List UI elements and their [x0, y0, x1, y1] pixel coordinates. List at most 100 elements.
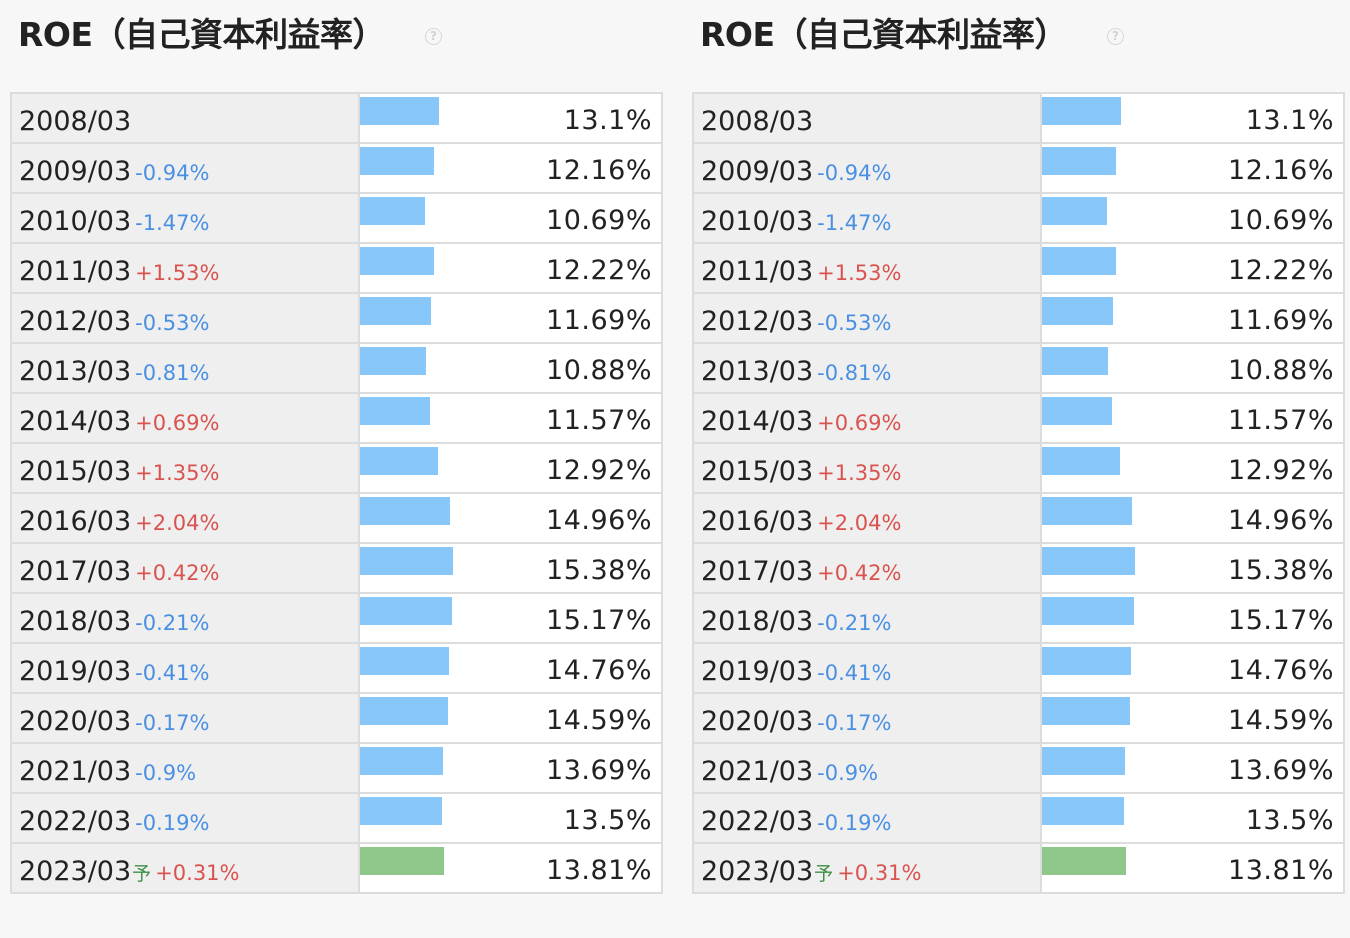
- roe-bar: [1042, 247, 1116, 275]
- fiscal-period: 2018/03: [19, 605, 132, 637]
- yoy-change: -0.9%: [817, 760, 879, 785]
- bar-cell: [359, 443, 471, 494]
- yoy-change: +0.31%: [837, 860, 922, 885]
- roe-bar-forecast: [1042, 847, 1126, 875]
- fiscal-period: 2019/03: [701, 655, 814, 687]
- roe-value: 12.16%: [471, 143, 662, 194]
- table-row: 2023/03予 +0.31% 13.81%: [11, 843, 662, 894]
- table-row: 2010/03 -1.47% 10.69%: [11, 193, 662, 244]
- table-row: 2018/03 -0.21% 15.17%: [11, 593, 662, 644]
- roe-value: 13.69%: [1153, 743, 1344, 794]
- period-cell: 2021/03 -0.9%: [11, 743, 360, 794]
- roe-panel-left: ROE（自己資本利益率） ? 2008/03 13.1% 2009/03 -0.94%…: [0, 0, 663, 938]
- period-cell: 2020/03 -0.17%: [693, 693, 1042, 744]
- period-cell: 2015/03 +1.35%: [11, 443, 360, 494]
- period-cell: 2010/03 -1.47%: [11, 193, 360, 244]
- roe-value: 15.17%: [1153, 593, 1344, 644]
- table-row: 2021/03 -0.9% 13.69%: [693, 743, 1344, 794]
- bar-cell: [1041, 243, 1153, 294]
- table-row: 2020/03 -0.17% 14.59%: [11, 693, 662, 744]
- yoy-change: -0.17%: [135, 710, 210, 735]
- roe-value: 14.76%: [471, 643, 662, 694]
- bar-cell: [359, 393, 471, 444]
- bar-cell: [1041, 293, 1153, 344]
- fiscal-period: 2023/03: [701, 855, 814, 887]
- bar-cell: [359, 293, 471, 344]
- period-cell: 2009/03 -0.94%: [693, 143, 1042, 194]
- bar-cell: [359, 193, 471, 244]
- fiscal-period: 2008/03: [701, 105, 814, 137]
- period-cell: 2018/03 -0.21%: [693, 593, 1042, 644]
- bar-cell: [359, 843, 471, 894]
- period-cell: 2019/03 -0.41%: [11, 643, 360, 694]
- roe-value: 14.96%: [1153, 493, 1344, 544]
- period-cell: 2010/03 -1.47%: [693, 193, 1042, 244]
- roe-bar: [1042, 197, 1107, 225]
- period-cell: 2014/03 +0.69%: [11, 393, 360, 444]
- fiscal-period: 2011/03: [701, 255, 814, 287]
- bar-cell: [1041, 343, 1153, 394]
- roe-value: 13.5%: [471, 793, 662, 844]
- table-row: 2020/03 -0.17% 14.59%: [693, 693, 1344, 744]
- table-row: 2015/03 +1.35% 12.92%: [11, 443, 662, 494]
- fiscal-period: 2021/03: [701, 755, 814, 787]
- forecast-mark: 予: [814, 862, 834, 885]
- fiscal-period: 2012/03: [19, 305, 132, 337]
- yoy-change: -0.21%: [817, 610, 892, 635]
- roe-value: 11.57%: [471, 393, 662, 444]
- roe-bar: [360, 647, 449, 675]
- period-cell: 2019/03 -0.41%: [693, 643, 1042, 694]
- fiscal-period: 2017/03: [19, 555, 132, 587]
- period-cell: 2008/03: [693, 93, 1042, 144]
- roe-value: 13.5%: [1153, 793, 1344, 844]
- yoy-change: -0.94%: [135, 160, 210, 185]
- roe-value: 13.69%: [471, 743, 662, 794]
- table-row: 2018/03 -0.21% 15.17%: [693, 593, 1344, 644]
- table-row: 2022/03 -0.19% 13.5%: [693, 793, 1344, 844]
- roe-value: 13.81%: [1153, 843, 1344, 894]
- fiscal-period: 2014/03: [701, 405, 814, 437]
- period-cell: 2011/03 +1.53%: [693, 243, 1042, 294]
- period-cell: 2008/03: [11, 93, 360, 144]
- roe-value: 10.88%: [1153, 343, 1344, 394]
- roe-bar: [360, 347, 426, 375]
- question-circle-icon[interactable]: ?: [1107, 27, 1125, 45]
- fiscal-period: 2014/03: [19, 405, 132, 437]
- panel-title: ROE（自己資本利益率） ?: [18, 10, 443, 54]
- question-circle-icon[interactable]: ?: [425, 27, 443, 45]
- table-row: 2023/03予 +0.31% 13.81%: [693, 843, 1344, 894]
- table-row: 2008/03 13.1%: [693, 93, 1344, 144]
- roe-value: 13.81%: [471, 843, 662, 894]
- fiscal-period: 2013/03: [19, 355, 132, 387]
- period-cell: 2012/03 -0.53%: [693, 293, 1042, 344]
- roe-value: 10.69%: [471, 193, 662, 244]
- yoy-change: +1.35%: [817, 460, 902, 485]
- yoy-change: +2.04%: [135, 510, 220, 535]
- bar-cell: [359, 793, 471, 844]
- roe-panel-right: ROE（自己資本利益率） ? 2008/03 13.1% 2009/03 -0.94%…: [682, 0, 1345, 938]
- table-row: 2016/03 +2.04% 14.96%: [11, 493, 662, 544]
- roe-value: 15.17%: [471, 593, 662, 644]
- fiscal-period: 2012/03: [701, 305, 814, 337]
- bar-cell: [1041, 193, 1153, 244]
- fiscal-period: 2015/03: [19, 455, 132, 487]
- table-row: 2013/03 -0.81% 10.88%: [693, 343, 1344, 394]
- bar-cell: [1041, 543, 1153, 594]
- fiscal-period: 2023/03: [19, 855, 132, 887]
- panel-title: ROE（自己資本利益率） ?: [700, 10, 1125, 54]
- roe-bar: [1042, 447, 1120, 475]
- fiscal-period: 2008/03: [19, 105, 132, 137]
- yoy-change: -0.21%: [135, 610, 210, 635]
- bar-cell: [359, 143, 471, 194]
- period-cell: 2016/03 +2.04%: [11, 493, 360, 544]
- table-row: 2019/03 -0.41% 14.76%: [693, 643, 1344, 694]
- period-cell: 2012/03 -0.53%: [11, 293, 360, 344]
- roe-value: 12.92%: [471, 443, 662, 494]
- period-cell: 2017/03 +0.42%: [11, 543, 360, 594]
- roe-bar: [360, 447, 438, 475]
- roe-bar: [1042, 697, 1130, 725]
- bar-cell: [359, 343, 471, 394]
- fiscal-period: 2013/03: [701, 355, 814, 387]
- table-row: 2017/03 +0.42% 15.38%: [11, 543, 662, 594]
- period-cell: 2022/03 -0.19%: [11, 793, 360, 844]
